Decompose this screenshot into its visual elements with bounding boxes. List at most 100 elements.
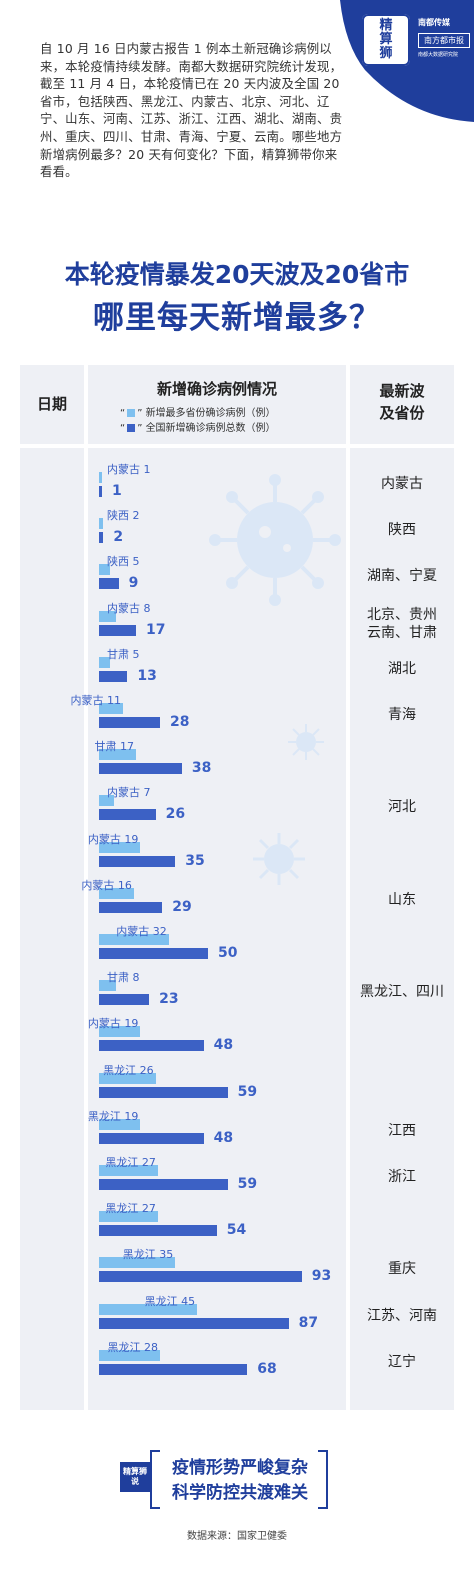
bar-bottom-value: 50 <box>218 945 238 961</box>
legend-swatch-dark <box>127 424 136 432</box>
bar-bottom-total <box>99 670 128 682</box>
bar-bottom-total <box>99 532 104 544</box>
bar-bottom-value: 2 <box>113 529 124 546</box>
legend-bottom: “” 全国新增确诊病例总数（例） <box>120 423 276 434</box>
bar-top-value: 19 <box>124 1109 139 1123</box>
row-new-provinces-line: 辽宁 <box>388 1353 416 1370</box>
bar-top-label: 陕西 2 <box>107 507 140 523</box>
bar-bottom-total <box>99 1363 248 1375</box>
bar-top-province <box>99 841 141 853</box>
bar-top-province-name: 内蒙古 <box>107 786 140 800</box>
bar-top-label: 内蒙古 7 <box>107 784 151 800</box>
bar-top-province-name: 黑龙江 <box>122 1248 156 1262</box>
bar-top-value: 5 <box>132 555 140 569</box>
bar-bottom-total <box>99 578 119 590</box>
bar-bottom-value: 68 <box>257 1360 277 1377</box>
bar-top-province <box>99 1211 158 1223</box>
bar-top-province <box>99 564 110 576</box>
header-chart: 新增确诊病例情况 <box>156 380 277 398</box>
row-new-provinces: 重庆 <box>350 1260 454 1278</box>
row-new-provinces-line: 北京、贵州 <box>367 606 437 623</box>
header-province: 最新波 及省份 <box>350 380 454 424</box>
row-new-provinces: 河北 <box>350 798 454 816</box>
bar-top-province <box>99 1072 156 1084</box>
bar-top-value: 27 <box>141 1202 156 1216</box>
footer-bracket-right <box>318 1450 328 1509</box>
bar-top-province-name: 内蒙古 <box>87 832 121 846</box>
logo-char-3: 狮 <box>379 46 393 61</box>
bar-top-label: 黑龙江 28 <box>108 1339 159 1355</box>
bar-top-province <box>99 472 102 483</box>
bar-top-value: 2 <box>132 509 140 523</box>
bar-top-province-name: 陕西 <box>107 555 129 569</box>
bar-bottom-total <box>99 1317 289 1329</box>
legend-swatch-light <box>127 409 136 417</box>
bar-bottom-value: 23 <box>159 991 179 1008</box>
bar-top-province <box>99 1349 161 1361</box>
chart-title-line2: 哪里每天新增最多？ <box>93 300 381 336</box>
bar-bottom-value: 26 <box>165 806 186 823</box>
footer-slogan-1: 疫情形势严峻复杂 <box>172 1458 308 1478</box>
bar-top-value: 35 <box>159 1248 174 1262</box>
row-new-provinces-line: 黑龙江、四川 <box>360 984 444 1001</box>
row-new-provinces: 陕西 <box>350 521 454 539</box>
bar-bottom-value: 93 <box>311 1268 332 1285</box>
bar-bottom-value: 9 <box>128 575 139 592</box>
bar-top-label: 黑龙江 26 <box>103 1062 154 1078</box>
header-province-line1: 最新波 <box>379 382 425 400</box>
bar-bottom-value: 28 <box>170 714 190 730</box>
bar-top-label: 内蒙古 16 <box>81 877 132 893</box>
bar-bottom-total <box>99 901 163 913</box>
bar-top-province <box>99 1026 141 1038</box>
bar-bottom-total <box>99 1086 228 1098</box>
footer-badge: 精算狮说 <box>120 1462 150 1492</box>
intro-paragraph: 自 10 月 16 日内蒙古报告 1 例本土新冠确诊病例以来，本轮疫情持续发酵。… <box>40 41 343 180</box>
bar-top-label: 内蒙古 19 <box>88 831 139 847</box>
bar-bottom-total <box>99 486 102 497</box>
bar-top-value: 27 <box>141 1156 156 1169</box>
bar-bottom-total <box>99 717 161 728</box>
row-new-provinces: 黑龙江、四川 <box>350 983 454 1001</box>
bar-top-label: 内蒙古 8 <box>107 600 151 616</box>
bar-top-province <box>99 703 123 714</box>
data-source: 数据来源：国家卫健委 <box>187 1531 287 1542</box>
bar-bottom-total <box>99 1179 228 1190</box>
bar-top-province-name: 黑龙江 <box>144 1294 178 1308</box>
bar-top-province <box>99 795 115 807</box>
bar-top-label: 甘肃 17 <box>95 738 135 754</box>
bar-bottom-value: 13 <box>137 667 157 684</box>
bar-top-label: 内蒙古 1 <box>107 461 151 477</box>
bar-top-province-name: 黑龙江 <box>107 1340 141 1354</box>
bar-bottom-value: 17 <box>146 621 166 638</box>
bar-top-province-name: 内蒙古 <box>87 1017 121 1031</box>
bar-bottom-value: 48 <box>213 1129 234 1146</box>
bar-top-label: 内蒙古 19 <box>88 1015 139 1031</box>
row-new-provinces-line: 湖北 <box>388 660 416 677</box>
row-new-provinces-line: 湖南、宁夏 <box>367 568 437 585</box>
bar-bottom-total <box>99 1132 204 1144</box>
row-new-provinces-line: 江苏、河南 <box>367 1307 437 1324</box>
bar-top-province-name: 内蒙古 <box>81 878 115 892</box>
bar-top-value: 32 <box>152 925 167 938</box>
legend-top: “” 新增最多省份确诊病例（例） <box>120 408 276 419</box>
row-new-provinces-line: 云南、甘肃 <box>367 624 437 641</box>
bar-top-province-name: 黑龙江 <box>105 1156 139 1169</box>
bar-top-province-name: 陕西 <box>107 509 129 523</box>
bar-bottom-total <box>99 809 156 821</box>
bar-bottom-value: 54 <box>226 1222 247 1239</box>
bar-bottom-total <box>99 994 150 1006</box>
bar-bottom-total <box>99 1040 204 1052</box>
logo-char-1: 精 <box>379 18 393 33</box>
bar-top-province <box>99 1165 158 1176</box>
bar-top-value: 16 <box>117 878 132 892</box>
bar-top-province-name: 内蒙古 <box>107 463 140 476</box>
province-column <box>350 365 454 1410</box>
bar-top-value: 28 <box>144 1340 159 1354</box>
header-province-line2: 及省份 <box>379 404 425 422</box>
header-date: 日期 <box>36 395 67 413</box>
outlet-top: 南都传媒 <box>418 18 450 27</box>
date-column <box>20 365 84 1410</box>
row-new-provinces: 江西 <box>350 1122 454 1140</box>
row-new-provinces: 青海 <box>350 706 454 724</box>
bar-bottom-value: 1 <box>112 483 122 499</box>
